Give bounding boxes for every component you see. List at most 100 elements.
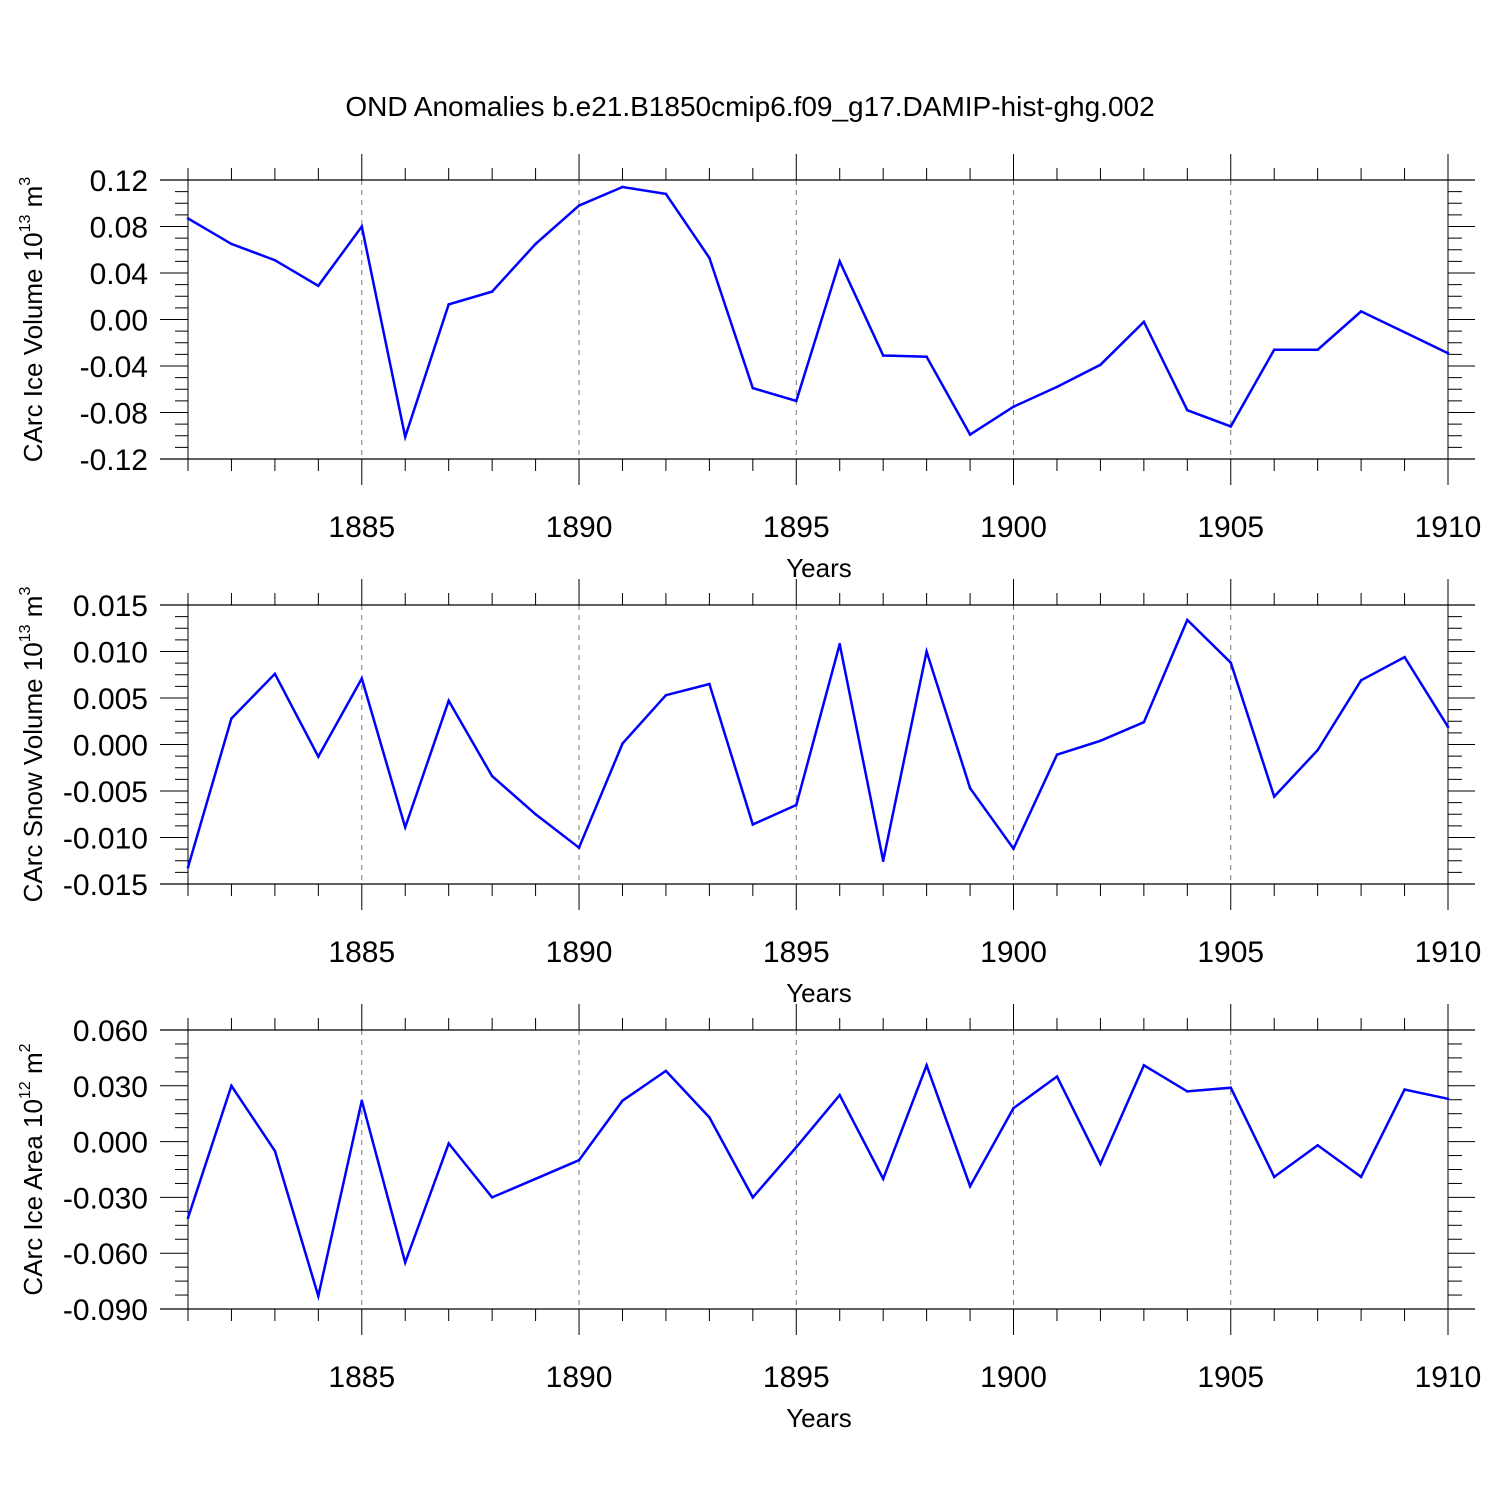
data-point	[1099, 363, 1102, 367]
data-point	[881, 354, 885, 357]
data-point	[1272, 795, 1276, 798]
data-point	[621, 742, 624, 745]
data-point	[621, 185, 624, 189]
data-point	[664, 693, 668, 697]
data-point	[621, 1099, 624, 1102]
y-tick-label: 0.030	[73, 1071, 148, 1104]
data-point	[1316, 348, 1319, 352]
data-point	[1012, 847, 1015, 850]
data-point	[230, 717, 233, 720]
y-tick-label: 0.005	[73, 683, 148, 716]
data-point	[968, 1184, 972, 1188]
data-point	[1012, 1106, 1015, 1110]
data-point	[230, 242, 233, 246]
y-tick-label: 0.000	[73, 1127, 148, 1160]
data-point	[1359, 679, 1363, 682]
data-point	[577, 204, 581, 207]
data-point	[1142, 720, 1146, 724]
data-point	[881, 1177, 885, 1181]
data-point	[577, 1158, 581, 1162]
data-point	[794, 1145, 798, 1149]
data-point	[1229, 425, 1233, 428]
data-point	[1186, 618, 1189, 622]
data-point	[1142, 1064, 1146, 1067]
data-point	[664, 1069, 668, 1073]
y-tick-label: -0.010	[63, 823, 148, 856]
x-tick-label: 1905	[1197, 936, 1264, 969]
data-point	[1272, 1175, 1276, 1179]
y-axis-label: CArc Ice Area 1012 m2	[17, 1043, 48, 1295]
data-point	[794, 803, 798, 807]
x-tick-label: 1895	[763, 1361, 830, 1394]
data-point	[534, 242, 537, 246]
data-point	[1403, 330, 1406, 334]
y-tick-label: 0.060	[73, 1015, 148, 1048]
x-axis-label: Years	[786, 978, 852, 1008]
data-point	[1229, 1086, 1233, 1089]
data-point	[1403, 1088, 1406, 1091]
data-point	[577, 846, 581, 850]
y-tick-label: 0.08	[90, 212, 148, 245]
data-point	[1055, 1075, 1059, 1078]
data-point	[447, 1142, 450, 1145]
x-tick-label: 1900	[980, 511, 1047, 544]
y-tick-label: -0.015	[63, 869, 148, 902]
data-point	[708, 682, 711, 686]
x-tick-label: 1885	[328, 511, 395, 544]
data-point	[1272, 348, 1276, 352]
x-tick-label: 1910	[1415, 511, 1482, 544]
data-point	[1055, 385, 1059, 389]
data-point	[751, 823, 755, 826]
y-tick-label: -0.060	[63, 1238, 148, 1271]
y-tick-label: -0.030	[63, 1182, 148, 1215]
data-point	[1446, 351, 1450, 355]
data-point	[273, 1149, 277, 1153]
data-line	[186, 1061, 1449, 1301]
x-axis-label: Years	[786, 1403, 852, 1433]
y-tick-label: -0.090	[63, 1294, 148, 1327]
data-point	[1186, 1090, 1189, 1093]
y-tick-label: 0.015	[73, 590, 148, 623]
data-point	[186, 1216, 190, 1220]
panel-1: -0.12 -0.08 -0.04 0.00 0.04 0.08 0.12 1885 1890 1…	[17, 154, 1481, 583]
x-tick-label: 1890	[546, 936, 613, 969]
data-point	[751, 386, 755, 390]
data-point	[1099, 739, 1102, 743]
x-tick-label: 1885	[328, 1361, 395, 1394]
data-point	[1055, 753, 1059, 757]
y-axis-label: CArc Ice Volume 1013 m3	[17, 177, 48, 462]
panel-2: -0.015 -0.010 -0.005 0.000 0.005 0.010 0.015 18…	[17, 579, 1481, 1008]
data-point	[708, 1116, 711, 1119]
y-tick-label: 0.12	[90, 165, 148, 198]
y-tick-label: -0.12	[80, 444, 148, 477]
data-point	[794, 399, 798, 403]
y-tick-label: 0.000	[73, 730, 148, 763]
data-point	[1142, 320, 1146, 324]
data-point	[273, 672, 277, 676]
x-tick-label: 1890	[546, 511, 613, 544]
data-point	[317, 755, 320, 758]
data-point	[1229, 661, 1233, 664]
data-point	[751, 1196, 755, 1199]
data-point	[1446, 1097, 1450, 1101]
x-tick-label: 1895	[763, 511, 830, 544]
data-point	[838, 260, 842, 263]
data-point	[838, 642, 842, 646]
y-tick-label: -0.04	[80, 351, 148, 384]
data-point	[490, 1196, 494, 1199]
data-point	[1316, 748, 1319, 752]
y-axis-label: CArc Snow Volume 1013 m3	[17, 587, 48, 903]
data-point	[186, 217, 190, 220]
x-tick-label: 1900	[980, 1361, 1047, 1394]
data-point	[447, 303, 450, 306]
data-point	[186, 865, 190, 869]
data-point	[403, 435, 407, 439]
y-tick-label: 0.00	[90, 305, 148, 338]
x-tick-label: 1910	[1415, 1361, 1482, 1394]
data-point	[968, 433, 972, 436]
data-point	[403, 1261, 407, 1264]
x-tick-label: 1885	[328, 936, 395, 969]
data-point	[534, 812, 537, 816]
data-line	[187, 185, 1449, 442]
